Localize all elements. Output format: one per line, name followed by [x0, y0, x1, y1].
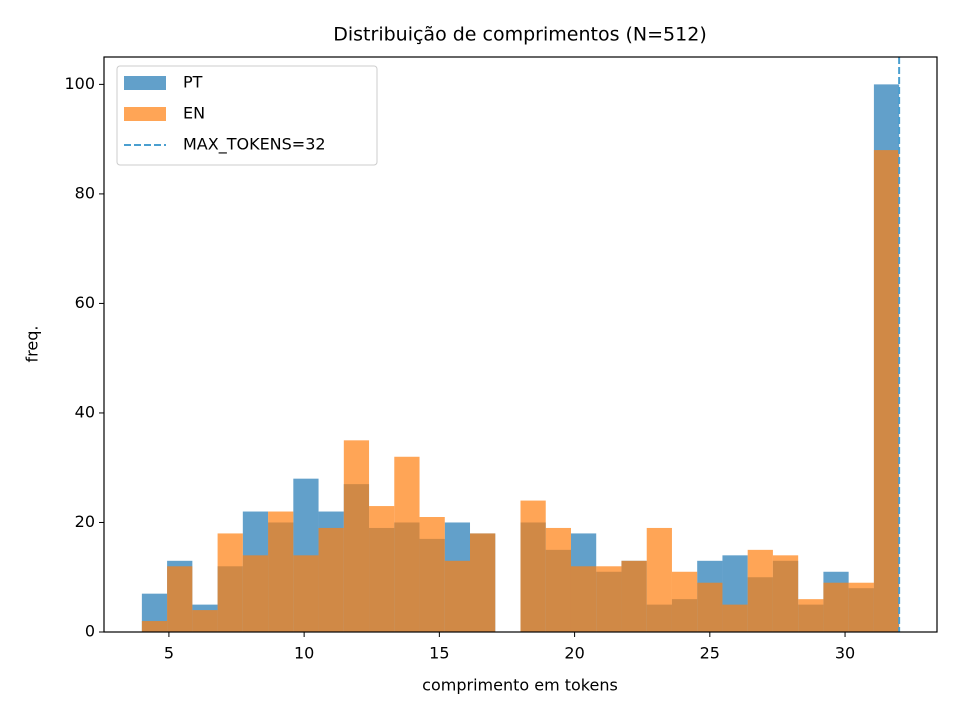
histogram-bar — [621, 560, 647, 632]
histogram-bar — [646, 527, 672, 632]
legend-swatch — [124, 76, 166, 90]
legend-swatch — [124, 107, 166, 121]
histogram-bar — [343, 440, 370, 632]
histogram-bar — [545, 527, 571, 632]
histogram-bar — [419, 517, 445, 632]
histogram-bar — [596, 566, 622, 632]
histogram-bar — [772, 555, 799, 632]
legend-label: PT — [183, 73, 203, 92]
chart-title: Distribuição de comprimentos (N=512) — [333, 24, 706, 46]
x-tick-label: 10 — [294, 644, 314, 663]
y-tick-label: 100 — [64, 74, 95, 93]
histogram-bar — [167, 566, 193, 632]
histogram-bar — [520, 500, 546, 632]
y-axis-label: freq. — [23, 326, 42, 363]
legend-label: EN — [183, 104, 205, 123]
histogram-bar — [369, 506, 395, 632]
histogram-bar — [192, 610, 218, 632]
histogram-bar — [242, 555, 269, 632]
legend-box — [116, 65, 378, 166]
x-tick-label: 15 — [429, 644, 449, 663]
histogram-bar — [444, 560, 471, 632]
y-tick-label: 0 — [85, 622, 95, 641]
x-tick-label: 20 — [564, 644, 584, 663]
y-tick-label: 40 — [75, 402, 95, 421]
x-axis-label: comprimento em tokens — [422, 676, 618, 695]
x-tick-label: 25 — [700, 644, 720, 663]
histogram-bar — [848, 582, 874, 632]
histogram-bar — [394, 456, 420, 632]
histogram-bar — [722, 604, 748, 632]
histogram-bar — [217, 533, 243, 632]
histogram-bar — [318, 527, 344, 632]
plot-frame — [103, 56, 938, 633]
histogram-bar — [293, 555, 319, 632]
histogram-bar — [268, 511, 294, 632]
x-tick-label: 5 — [164, 644, 174, 663]
histogram-bar — [570, 566, 597, 632]
x-tick-label: 30 — [835, 644, 855, 663]
histogram-bar — [823, 582, 849, 632]
legend-label: MAX_TOKENS=32 — [183, 135, 326, 155]
y-tick-label: 60 — [75, 293, 95, 312]
histogram-bar — [141, 621, 168, 632]
histogram-bar — [747, 549, 773, 632]
histogram-bar — [873, 150, 900, 632]
histogram-bar — [798, 599, 824, 632]
histogram-bar — [671, 571, 698, 632]
y-tick-label: 20 — [75, 512, 95, 531]
y-tick-label: 80 — [75, 183, 95, 202]
legend: PT EN MAX_TOKENS=32 — [116, 65, 378, 166]
histogram-bar — [470, 533, 496, 632]
histogram-bar — [697, 582, 723, 632]
